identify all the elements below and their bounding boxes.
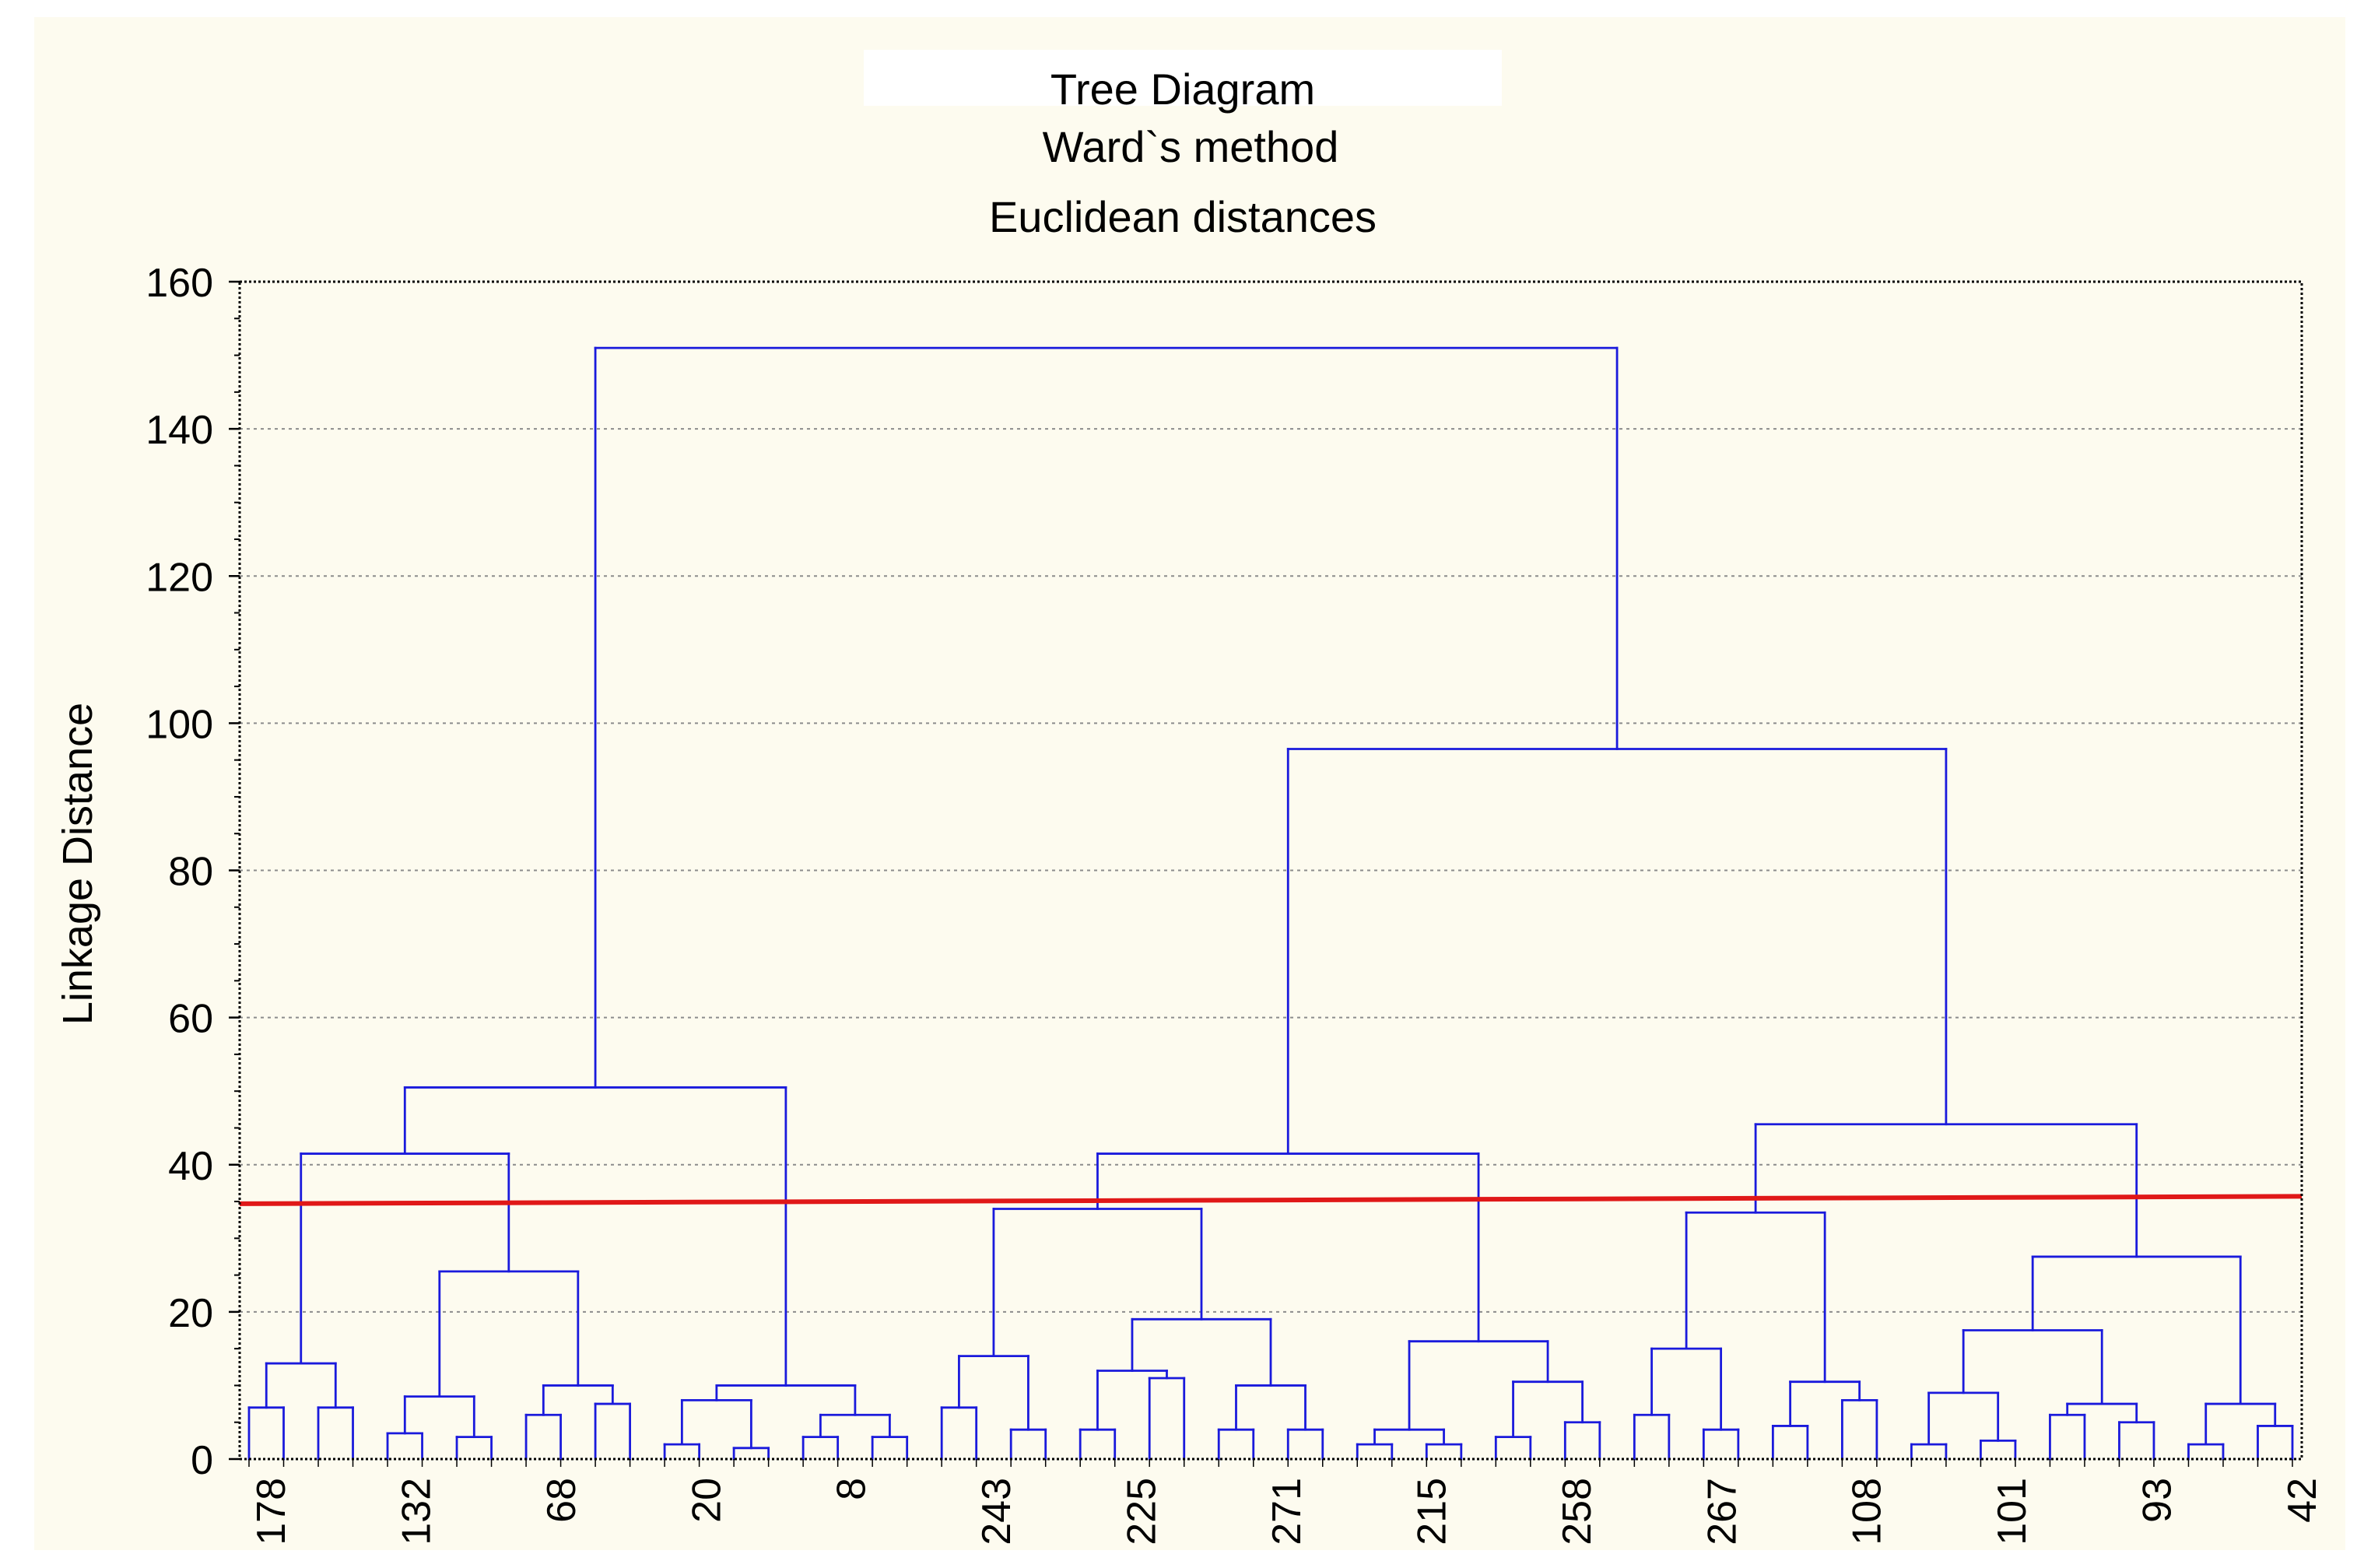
x-axis-ticks: 178 132 68 20 8 243 225 271 215 258 267 108 101 93 42 [248, 1459, 2325, 1545]
y-axis-ticks: 0 20 40 60 80 100 120 140 160 [146, 261, 240, 1483]
x-tick-label: 225 [1120, 1478, 1165, 1545]
dendrogram-tree [247, 346, 2294, 1461]
chart-subtitle-method: Ward`s method [1043, 122, 1339, 171]
x-tick-label: 8 [830, 1478, 875, 1500]
x-tick-label: 101 [1990, 1478, 2035, 1545]
x-tick-label: 108 [1845, 1478, 1890, 1545]
x-tick-label: 243 [974, 1478, 1019, 1545]
x-tick-label: 267 [1699, 1478, 1745, 1545]
y-axis-label: Linkage Distance [54, 703, 101, 1025]
title-highlight-box [864, 50, 1502, 106]
chart-subtitle-distance: Euclidean distances [989, 192, 1377, 241]
x-tick-label: 132 [394, 1478, 439, 1545]
x-tick-label: 178 [249, 1478, 294, 1545]
y-tick-label: 20 [168, 1291, 213, 1336]
x-tick-label: 215 [1409, 1478, 1454, 1545]
y-tick-label: 120 [146, 555, 213, 600]
x-tick-label: 271 [1264, 1478, 1310, 1545]
gridlines [240, 428, 2302, 1313]
y-tick-label: 60 [168, 997, 213, 1042]
y-tick-label: 80 [168, 850, 213, 895]
y-tick-label: 100 [146, 702, 213, 747]
x-tick-label: 258 [1555, 1478, 1600, 1545]
y-tick-label: 160 [146, 261, 213, 306]
cutoff-line [239, 1194, 2303, 1206]
x-tick-label: 68 [539, 1478, 584, 1523]
x-tick-label: 93 [2135, 1478, 2180, 1523]
chart-title: Tree Diagram [1050, 65, 1315, 114]
x-tick-label: 20 [684, 1478, 729, 1523]
x-tick-label: 42 [2280, 1478, 2325, 1523]
y-tick-label: 0 [191, 1438, 213, 1483]
y-tick-label: 40 [168, 1144, 213, 1189]
y-tick-label: 140 [146, 408, 213, 453]
chart-panel-background [34, 17, 2345, 1550]
